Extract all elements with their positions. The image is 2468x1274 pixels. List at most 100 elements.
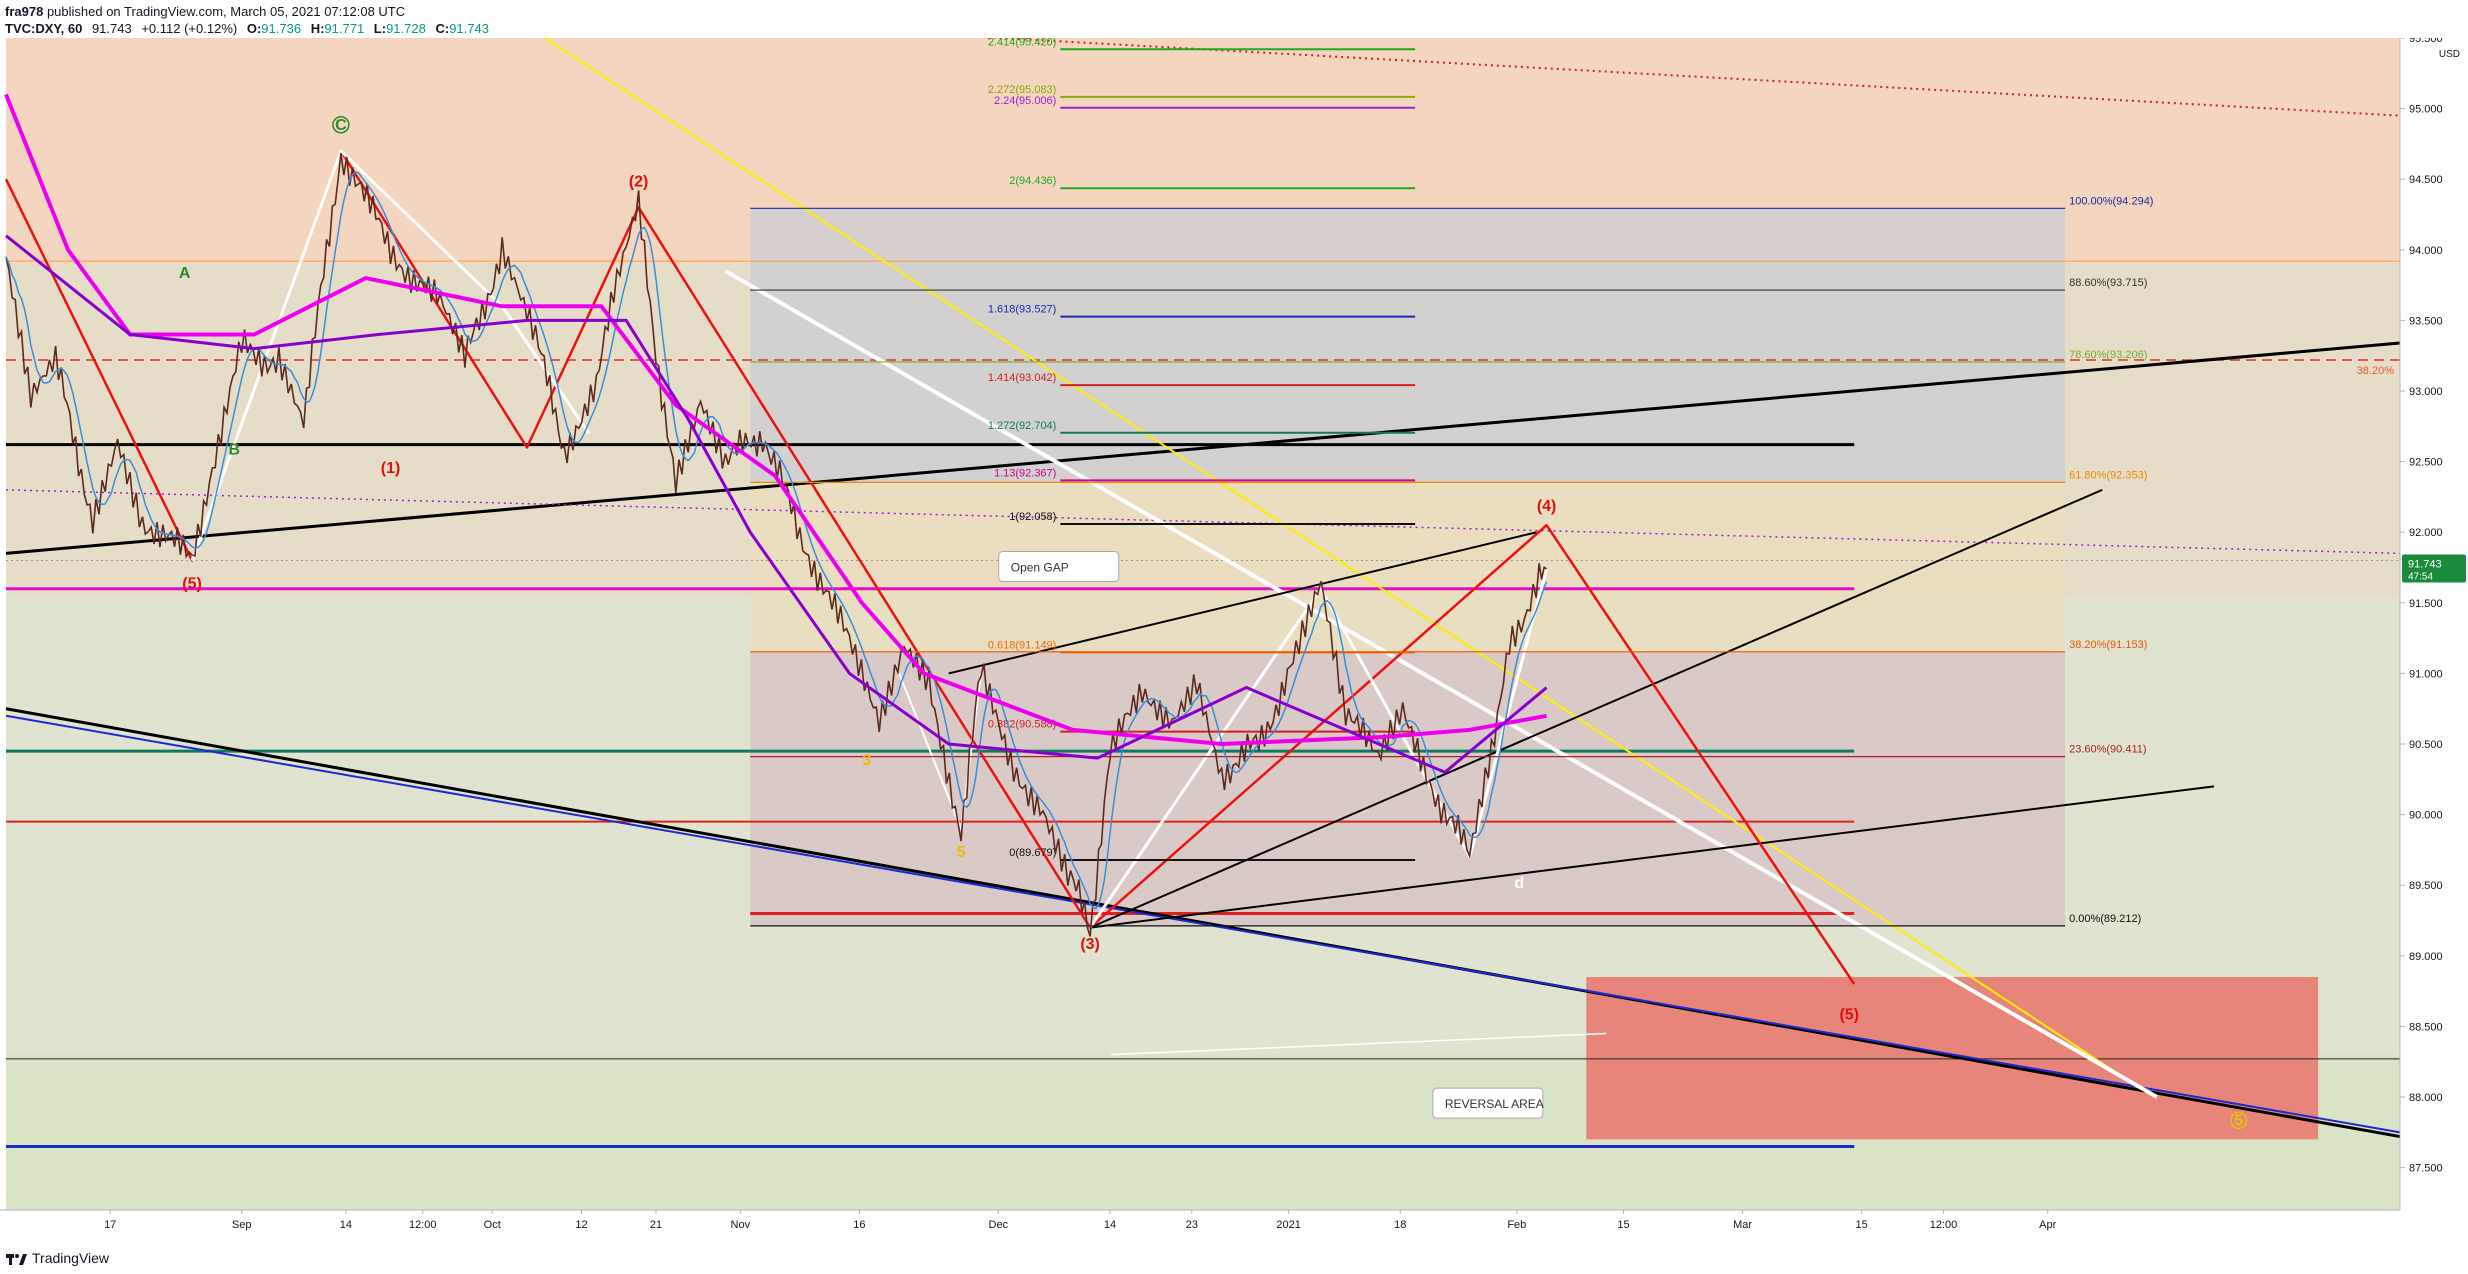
- right-edge-fib-label: 38.20%: [2357, 365, 2395, 377]
- fib-extension-label: 2.272(95.083): [988, 84, 1057, 96]
- wave-label: (1): [381, 460, 401, 477]
- open-label: O:: [246, 21, 262, 36]
- yellow-trendline: [501, 8, 2133, 1084]
- wave-label: (5): [182, 576, 202, 593]
- author-name[interactable]: fra978: [5, 4, 44, 19]
- time-tick-label: 23: [1186, 1219, 1198, 1231]
- lower-blue-trendline: [5, 714, 2401, 1134]
- fib-extension-label: 2(94.436): [1009, 175, 1056, 187]
- symbol-label[interactable]: TVC:DXY, 60: [5, 21, 83, 36]
- price-line: [5, 153, 1548, 937]
- price-tick-label: 90.500: [2409, 739, 2443, 751]
- fib-retracement-label: 78.60%(93.206): [2069, 349, 2147, 361]
- price-axis-background: [2400, 38, 2468, 1210]
- change-text: +0.112 (+0.12%): [141, 21, 238, 36]
- time-axis[interactable]: 17 Sep 14 12:00 Oct 12 21 Nov 16 Dec 14 23 2021 18 Feb…: [0, 1209, 2468, 1250]
- time-tick-label: Dec: [989, 1219, 1009, 1231]
- tradingview-logo-icon[interactable]: [6, 1250, 28, 1266]
- price-tick-label: 88.000: [2409, 1092, 2443, 1104]
- fib-retracement-label: 38.20%(91.153): [2069, 639, 2147, 651]
- background-zones: [6, 38, 2400, 1210]
- fib-extension-label: 1.618(93.527): [988, 304, 1057, 316]
- time-tick-label: 2021: [1276, 1219, 1300, 1231]
- fib-extension-label: 0.382(90.588): [988, 719, 1057, 731]
- time-tick-label: 12:00: [409, 1219, 437, 1231]
- fast-ma-line: [5, 171, 1548, 910]
- time-tick-label: Feb: [1507, 1219, 1526, 1231]
- price-tick-label: 93.500: [2409, 315, 2443, 327]
- fib-extension-label: 1(92.058): [1009, 511, 1056, 523]
- wave-label-circle: [2229, 1111, 2248, 1130]
- fib-extension-label: 0(89.679): [1009, 847, 1056, 859]
- price-tick-label: 92.500: [2409, 457, 2443, 469]
- price-tick-label: 87.500: [2409, 1163, 2443, 1175]
- footer-brand[interactable]: TradingView: [32, 1250, 110, 1266]
- price-tick-label: 93.000: [2409, 386, 2443, 398]
- fib-extension-label: 2.24(95.006): [994, 95, 1056, 107]
- upper-channel-line: [1089, 488, 2103, 929]
- fib-extension-label: 1.272(92.704): [988, 420, 1057, 432]
- lower-black-trendline: [5, 707, 2401, 1139]
- price-tick-label: 94.000: [2409, 245, 2443, 257]
- high-value: 91.771: [324, 21, 365, 36]
- retracement-zone-lower: [750, 651, 2066, 926]
- price-tick-label: 89.000: [2409, 951, 2443, 963]
- publish-line: fra978 published on TradingView.com, Mar…: [5, 4, 405, 19]
- chart-header: fra978 published on TradingView.com, Mar…: [0, 0, 2468, 40]
- fib-retracement-label: 61.80%(92.353): [2069, 469, 2147, 481]
- fib-extension-label: 2.414(95.420): [988, 38, 1057, 48]
- lower-channel-line: [1089, 785, 2215, 929]
- retracement-zone-upper: [750, 208, 2066, 483]
- low-label: L:: [373, 21, 387, 36]
- footer-bar: TradingView: [0, 1246, 2468, 1274]
- time-tick-label: Apr: [2039, 1219, 2056, 1231]
- time-tick-label: Oct: [484, 1219, 501, 1231]
- long-black-trendline: [5, 341, 2401, 555]
- time-tick-label: 16: [853, 1219, 865, 1231]
- fib-extension-label: 1.13(92.367): [994, 467, 1056, 479]
- annotations: Open GAP REVERSAL AREA: [998, 551, 1607, 1119]
- last-price-countdown: 47:54: [2408, 572, 2433, 583]
- time-tick-label: 17: [104, 1219, 116, 1231]
- time-tick-label: 14: [1104, 1219, 1116, 1231]
- price-series: [5, 153, 1548, 937]
- close-label: C:: [435, 21, 450, 36]
- ohlc-line: TVC:DXY, 60 91.743 +0.112 (+0.12%) O:91.…: [5, 21, 489, 36]
- last-price-text: 91.743: [91, 21, 132, 36]
- time-tick-label: Sep: [232, 1219, 252, 1231]
- open-value: 91.736: [261, 21, 302, 36]
- last-price-label: 91.743: [2408, 559, 2442, 571]
- wave-label: 3: [862, 752, 871, 769]
- fib-extension-label: 1.414(93.042): [988, 372, 1057, 384]
- wave-labels: C A B (5) (1) (2) (3) (4) (5) 3 5 5 d: [179, 116, 2248, 1130]
- price-tick-label: 95.500: [2409, 38, 2443, 45]
- fib-retracement-label: 0.00%(89.212): [2069, 913, 2141, 925]
- price-axis[interactable]: 95.500 95.000 94.500 94.000 93.500 93.000 92.5…: [2399, 33, 2468, 1210]
- fib-extension-label: 0.618(91.149): [988, 639, 1057, 651]
- callout-pointer: [1110, 1032, 1607, 1056]
- price-tick-label: 88.500: [2409, 1021, 2443, 1033]
- price-tick-label: 91.000: [2409, 668, 2443, 680]
- reversal-area-box: [1586, 977, 2319, 1140]
- wave-label: (4): [1537, 498, 1557, 515]
- fib-retracement-label: 88.60%(93.715): [2069, 277, 2147, 289]
- price-tick-label: 91.500: [2409, 598, 2443, 610]
- time-axis-background: [0, 1210, 2468, 1250]
- published-text: published on TradingView.com, March 05, …: [46, 4, 406, 19]
- callout-box: [1432, 1087, 1544, 1119]
- price-tick-label: 95.000: [2409, 104, 2443, 116]
- moving-averages: [4, 93, 1548, 774]
- time-tick-label: 15: [1617, 1219, 1629, 1231]
- fibonacci-levels: 2.414(95.420) 2.272(95.083)2.24(95.006) 2(…: [750, 36, 2395, 927]
- wave-label: (3): [1080, 936, 1100, 953]
- slow-ma-purple: [5, 234, 1548, 774]
- wave-label: d: [1514, 875, 1524, 892]
- time-tick-label: 21: [650, 1219, 662, 1231]
- wave-label: C: [335, 117, 347, 134]
- price-tick-label: 89.500: [2409, 880, 2443, 892]
- time-tick-label: 14: [340, 1219, 352, 1231]
- callout-text: REVERSAL AREA: [1445, 1097, 1544, 1111]
- price-tick-label: 94.500: [2409, 174, 2443, 186]
